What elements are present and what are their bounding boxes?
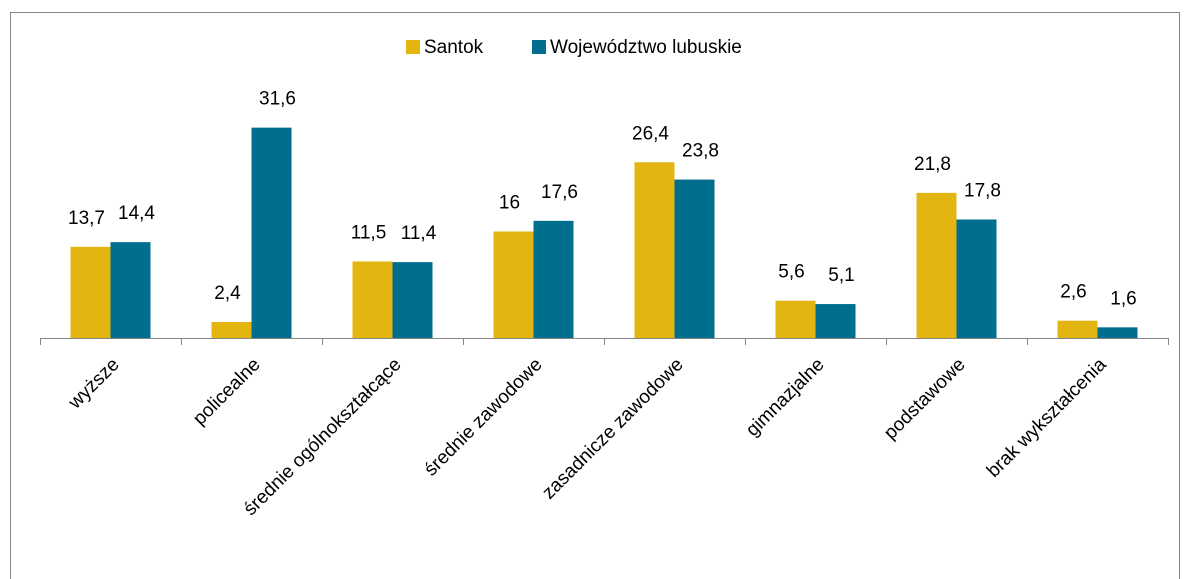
bar <box>815 304 856 338</box>
data-label: 13,7 <box>68 208 105 229</box>
bar <box>110 242 151 338</box>
bar <box>70 246 111 338</box>
data-label: 23,8 <box>682 141 719 162</box>
bar <box>634 162 675 338</box>
data-label: 17,8 <box>964 181 1001 202</box>
bar <box>211 322 252 338</box>
data-label: 17,6 <box>541 182 578 203</box>
legend-swatch <box>532 40 546 54</box>
data-label: 21,8 <box>914 154 951 175</box>
data-label: 2,4 <box>214 283 241 304</box>
bar <box>493 231 534 338</box>
bar <box>392 262 433 338</box>
data-label: 31,6 <box>259 89 296 110</box>
data-label: 1,6 <box>1110 288 1136 309</box>
bar <box>916 192 957 338</box>
legend-label: Województwo lubuskie <box>550 37 742 58</box>
legend-label: Santok <box>424 37 484 58</box>
data-label: 26,4 <box>632 123 669 144</box>
bar <box>956 219 997 338</box>
bar <box>352 261 393 338</box>
bar <box>1097 327 1138 338</box>
bar <box>775 300 816 338</box>
bar <box>251 127 292 339</box>
data-label: 2,6 <box>1060 282 1086 303</box>
data-label: 14,4 <box>118 203 155 224</box>
chart-frame <box>10 12 1180 579</box>
data-label: 5,1 <box>828 265 854 286</box>
data-label: 11,4 <box>401 223 437 244</box>
bar <box>533 220 574 338</box>
data-label: 5,6 <box>778 262 804 283</box>
bar <box>674 179 715 338</box>
data-label: 16 <box>499 193 520 214</box>
data-label: 11,5 <box>351 222 387 243</box>
bar <box>1057 320 1098 338</box>
legend-swatch <box>406 40 420 54</box>
